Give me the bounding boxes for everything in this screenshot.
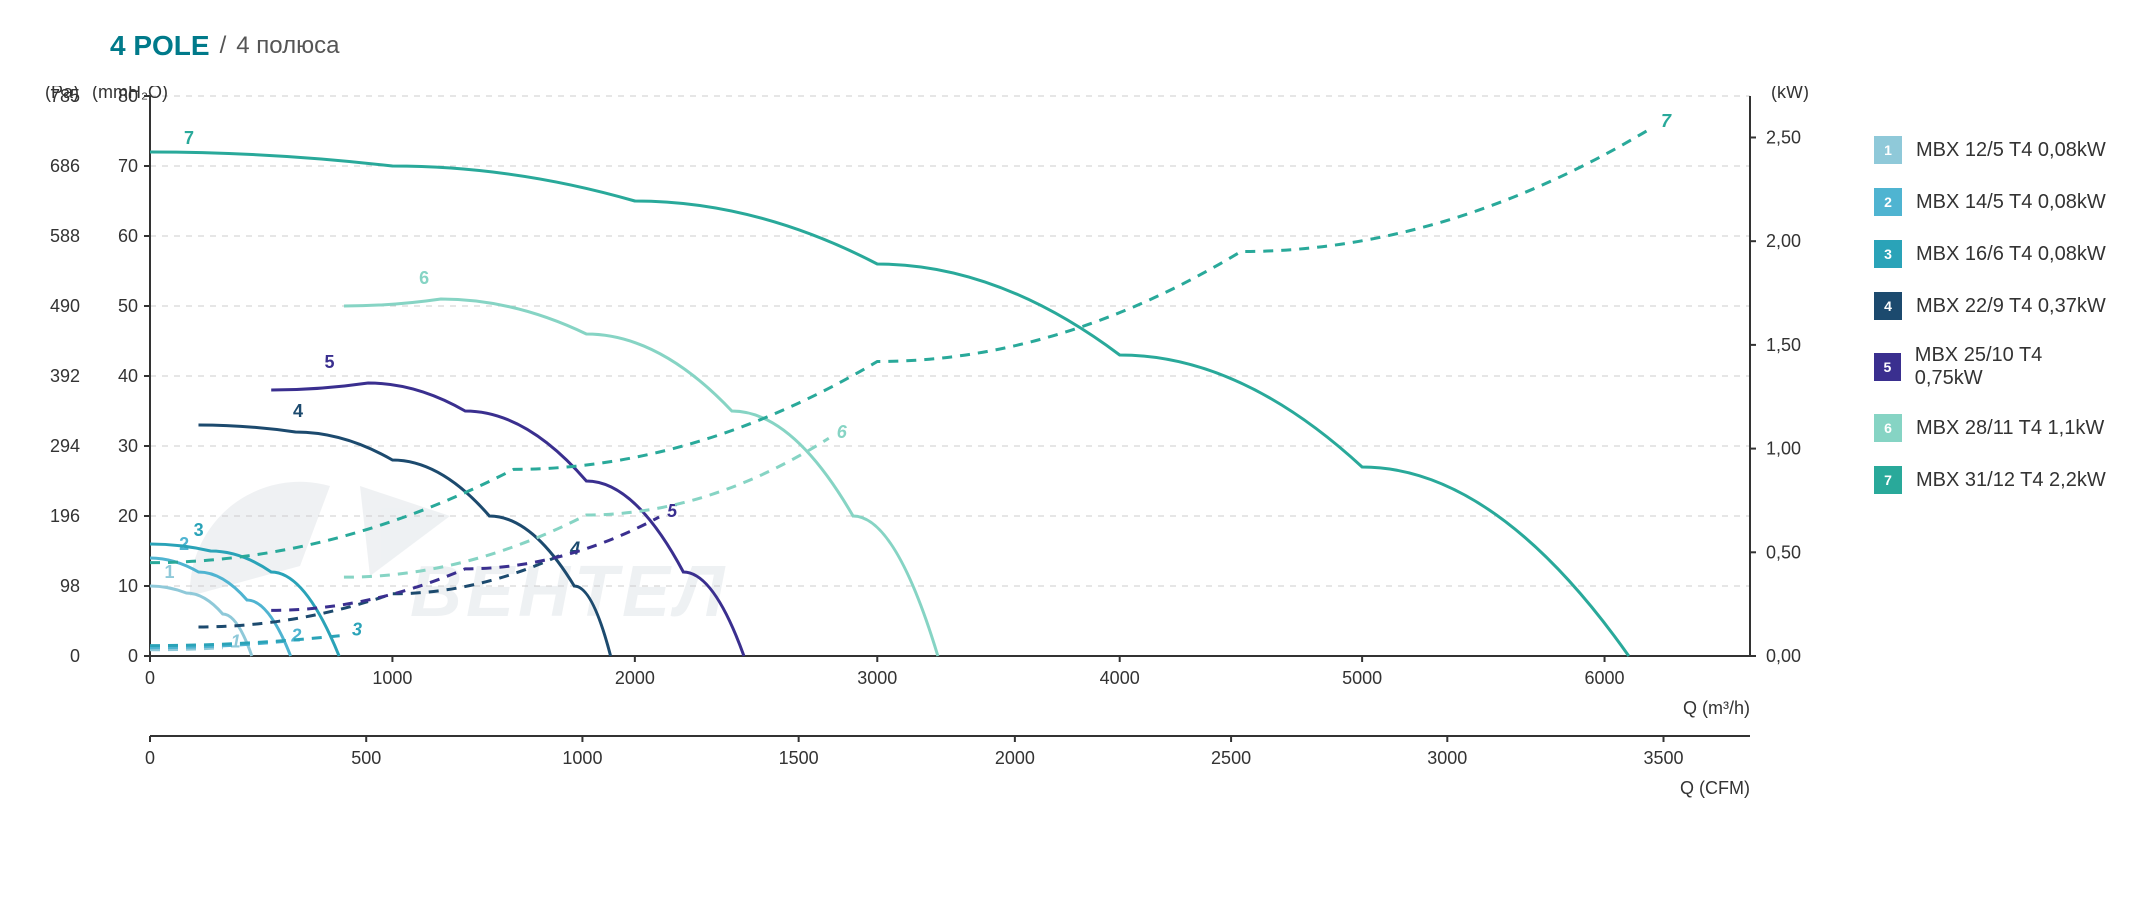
svg-text:0,50: 0,50 [1766, 542, 1801, 562]
svg-text:5: 5 [325, 352, 335, 372]
legend-label: MBX 31/12 T4 2,2kW [1916, 469, 2106, 492]
svg-text:50: 50 [118, 296, 138, 316]
svg-text:2000: 2000 [995, 748, 1035, 768]
svg-text:6: 6 [419, 268, 429, 288]
svg-text:2: 2 [290, 625, 301, 645]
svg-text:2,50: 2,50 [1766, 127, 1801, 147]
legend-swatch: 4 [1874, 292, 1902, 320]
svg-text:392: 392 [50, 366, 80, 386]
svg-text:3: 3 [352, 619, 362, 639]
legend-label: MBX 16/6 T4 0,08kW [1916, 243, 2106, 266]
legend-item: 7 MBX 31/12 T4 2,2kW [1874, 466, 2107, 494]
performance-chart: ВЕНТЕЛ 010203040506070800981962943924905… [30, 86, 1850, 816]
svg-text:6000: 6000 [1585, 668, 1625, 688]
svg-text:7: 7 [184, 128, 194, 148]
svg-text:30: 30 [118, 436, 138, 456]
svg-text:2,00: 2,00 [1766, 231, 1801, 251]
svg-text:1: 1 [231, 632, 241, 652]
legend-item: 2 MBX 14/5 T4 0,08kW [1874, 188, 2107, 216]
legend-swatch: 5 [1874, 353, 1901, 381]
svg-text:4000: 4000 [1100, 668, 1140, 688]
svg-text:0: 0 [145, 748, 155, 768]
title-main: 4 POLE [110, 30, 210, 62]
legend-label: MBX 28/11 T4 1,1kW [1916, 417, 2104, 440]
svg-text:1,50: 1,50 [1766, 335, 1801, 355]
svg-text:5000: 5000 [1342, 668, 1382, 688]
legend-label: MBX 14/5 T4 0,08kW [1916, 191, 2106, 214]
legend-item: 6 MBX 28/11 T4 1,1kW [1874, 414, 2107, 442]
svg-text:Q (CFM): Q (CFM) [1680, 778, 1750, 798]
svg-text:1500: 1500 [779, 748, 819, 768]
legend-swatch: 2 [1874, 188, 1902, 216]
svg-text:1000: 1000 [562, 748, 602, 768]
svg-text:0: 0 [128, 646, 138, 666]
svg-text:3000: 3000 [1427, 748, 1467, 768]
svg-text:40: 40 [118, 366, 138, 386]
title-secondary: 4 полюса [236, 32, 339, 60]
legend-item: 5 MBX 25/10 T4 0,75kW [1874, 344, 2107, 390]
svg-text:70: 70 [118, 156, 138, 176]
svg-text:588: 588 [50, 226, 80, 246]
svg-text:500: 500 [351, 748, 381, 768]
legend-label: MBX 12/5 T4 0,08kW [1916, 139, 2106, 162]
svg-text:686: 686 [50, 156, 80, 176]
legend-swatch: 6 [1874, 414, 1902, 442]
svg-text:1,00: 1,00 [1766, 439, 1801, 459]
svg-text:(mmH₂O): (mmH₂O) [92, 86, 168, 102]
chart-title: 4 POLE / 4 полюса [30, 30, 2107, 62]
svg-text:0: 0 [145, 668, 155, 688]
legend-swatch: 7 [1874, 466, 1902, 494]
legend-item: 3 MBX 16/6 T4 0,08kW [1874, 240, 2107, 268]
svg-text:3000: 3000 [857, 668, 897, 688]
legend-label: MBX 25/10 T4 0,75kW [1915, 344, 2107, 390]
svg-text:196: 196 [50, 506, 80, 526]
svg-text:1: 1 [165, 562, 175, 582]
svg-text:2: 2 [179, 534, 189, 554]
svg-text:7: 7 [1661, 111, 1672, 131]
legend-swatch: 3 [1874, 240, 1902, 268]
svg-text:2500: 2500 [1211, 748, 1251, 768]
svg-text:6: 6 [837, 422, 848, 442]
svg-text:2000: 2000 [615, 668, 655, 688]
svg-text:4: 4 [293, 401, 303, 421]
svg-text:(kW): (kW) [1771, 86, 1809, 102]
svg-text:10: 10 [118, 576, 138, 596]
svg-text:(Pa): (Pa) [45, 86, 79, 102]
svg-text:4: 4 [569, 538, 580, 558]
svg-text:98: 98 [60, 576, 80, 596]
svg-text:60: 60 [118, 226, 138, 246]
svg-text:3500: 3500 [1643, 748, 1683, 768]
svg-text:0: 0 [70, 646, 80, 666]
svg-text:Q (m³/h): Q (m³/h) [1683, 698, 1750, 718]
legend-item: 1 MBX 12/5 T4 0,08kW [1874, 136, 2107, 164]
svg-text:20: 20 [118, 506, 138, 526]
legend-item: 4 MBX 22/9 T4 0,37kW [1874, 292, 2107, 320]
legend-swatch: 1 [1874, 136, 1902, 164]
legend: 1MBX 12/5 T4 0,08kW2MBX 14/5 T4 0,08kW3M… [1874, 86, 2107, 518]
svg-text:0,00: 0,00 [1766, 646, 1801, 666]
svg-text:490: 490 [50, 296, 80, 316]
svg-text:1000: 1000 [372, 668, 412, 688]
legend-label: MBX 22/9 T4 0,37kW [1916, 295, 2106, 318]
svg-text:3: 3 [194, 520, 204, 540]
svg-text:294: 294 [50, 436, 80, 456]
title-sep: / [220, 32, 227, 60]
